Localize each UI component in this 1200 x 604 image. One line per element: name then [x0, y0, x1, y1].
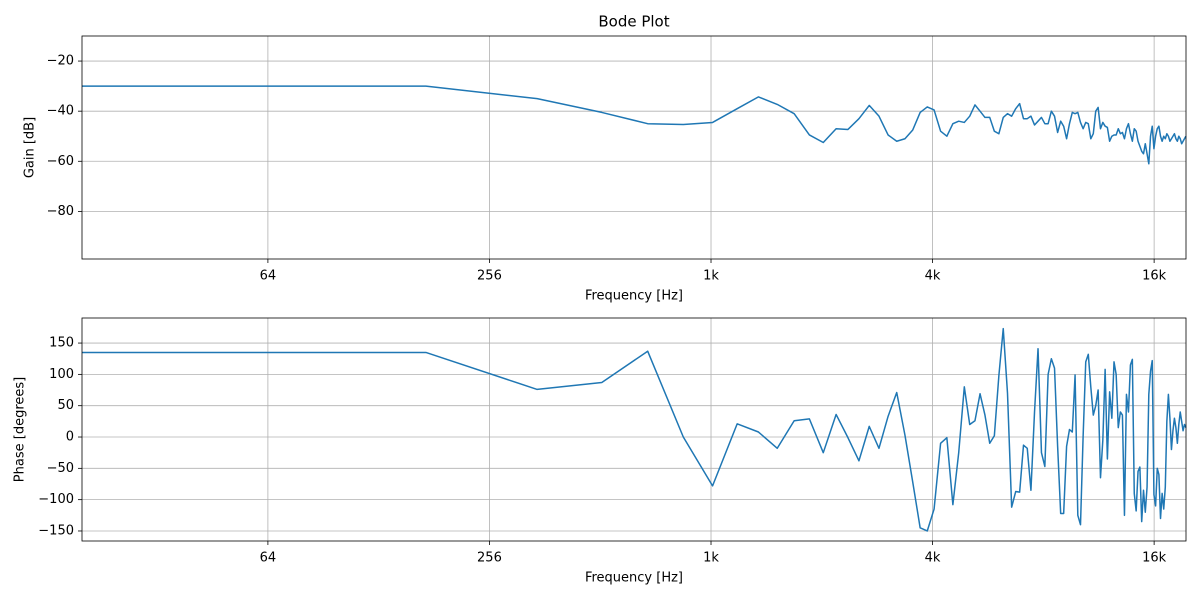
- x-tick-label: 64: [260, 551, 277, 566]
- x-tick-label: 64: [260, 269, 277, 284]
- x-tick-label: 4k: [925, 269, 941, 284]
- y-tick-label: −40: [47, 104, 74, 119]
- data-line: [82, 85, 1187, 165]
- y-tick-label: −80: [47, 204, 74, 219]
- x-tick-label: 256: [477, 551, 502, 566]
- x-tick-label: 16k: [1142, 269, 1167, 284]
- y-axis-label: Gain [dB]: [23, 117, 38, 178]
- chart-title: Bode Plot: [598, 13, 669, 31]
- y-tick-label: −100: [38, 492, 74, 507]
- axes-frame: [81, 35, 1187, 260]
- x-tick-label: 256: [477, 269, 502, 284]
- y-tick-label: −20: [47, 54, 74, 69]
- x-axis-label: Frequency [Hz]: [585, 289, 683, 304]
- x-tick-label: 4k: [925, 551, 941, 566]
- y-tick-label: 150: [49, 336, 74, 351]
- y-tick-label: 0: [66, 430, 74, 445]
- y-tick-label: −60: [47, 154, 74, 169]
- y-tick-label: −50: [47, 461, 74, 476]
- x-axis-label: Frequency [Hz]: [585, 571, 683, 586]
- x-tick-label: 1k: [703, 269, 719, 284]
- x-tick-label: 1k: [703, 551, 719, 566]
- y-axis-label: Phase [degrees]: [13, 377, 28, 482]
- y-tick-label: 50: [57, 398, 74, 413]
- axes-frame: [81, 317, 1187, 542]
- data-line: [82, 327, 1187, 532]
- y-tick-label: −150: [38, 523, 74, 538]
- x-tick-label: 16k: [1142, 551, 1167, 566]
- y-tick-label: 100: [49, 367, 74, 382]
